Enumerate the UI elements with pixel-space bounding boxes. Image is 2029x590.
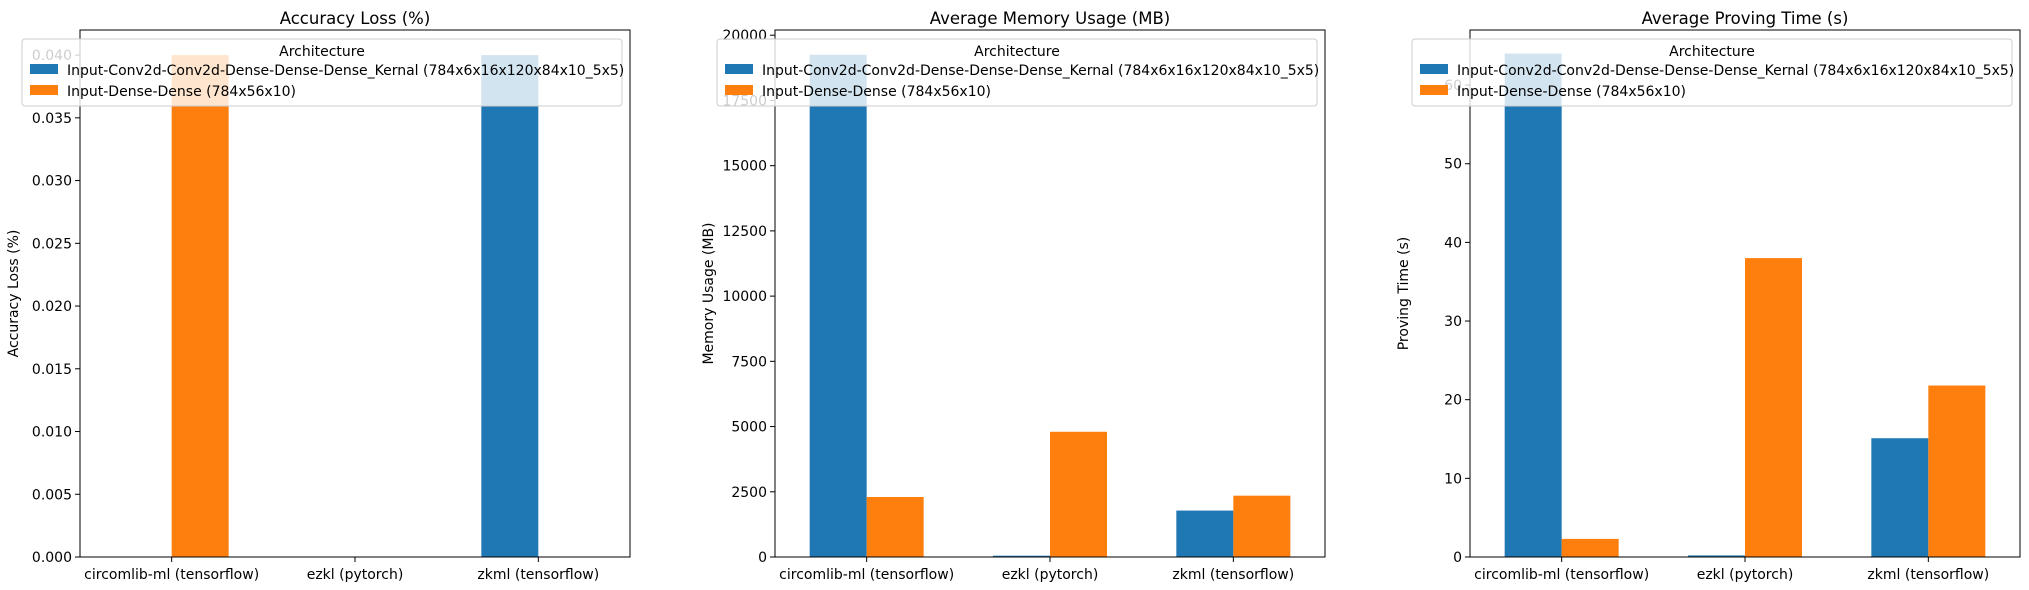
legend-swatch xyxy=(1420,64,1448,74)
y-tick-label: 0.000 xyxy=(32,550,72,566)
chart-panel-1: 0.000 0.005 0.010 0.015 0.020 0.025 0.030 0.035… xyxy=(6,9,631,583)
plot-area xyxy=(80,30,630,557)
y-tick-label: 5000 xyxy=(731,420,767,436)
legend-title: Architecture xyxy=(974,44,1060,60)
bar-zkml-series-2 xyxy=(1928,385,1986,557)
bar-circomlib-ml-series-1 xyxy=(1504,53,1562,557)
y-axis-label: Accuracy Loss (%) xyxy=(6,230,22,358)
legend-swatch xyxy=(725,85,753,95)
y-tick-label: 40 xyxy=(1444,235,1462,251)
y-tick-label: 0.020 xyxy=(32,299,72,315)
bar-zkml-series-1 xyxy=(1871,438,1929,557)
y-axis-label: Memory Usage (MB) xyxy=(701,222,717,364)
legend-entry: Input-Dense-Dense (784x56x10) xyxy=(1457,84,1686,100)
y-tick-label: 12500 xyxy=(722,224,767,240)
y-tick-label: 20 xyxy=(1444,393,1462,409)
y-axis-label: Proving Time (s) xyxy=(1396,237,1412,351)
y-tick-label: 0.005 xyxy=(32,487,72,503)
legend-swatch xyxy=(725,64,753,74)
bar-circomlib-ml-series-2 xyxy=(171,55,229,557)
legend: Architecture Input-Conv2d-Conv2d-Dense-De… xyxy=(1411,38,2014,107)
legend-swatch xyxy=(1420,85,1448,95)
y-tick-label: 0.030 xyxy=(32,174,72,190)
x-tick-label: circomlib-ml (tensorflow) xyxy=(779,567,954,583)
y-tick-label: 0.035 xyxy=(32,111,72,127)
x-tick-label: ezkl (pytorch) xyxy=(1697,567,1794,583)
bar-ezkl-series-1 xyxy=(993,555,1050,557)
x-tick-label: ezkl (pytorch) xyxy=(307,567,404,583)
x-tick-label: ezkl (pytorch) xyxy=(1002,567,1099,583)
y-tick-label: 0.025 xyxy=(32,236,72,252)
chart-panel-2: 02500500075001000012500150001750020000ci… xyxy=(701,9,1326,583)
bar-ezkl-series-2 xyxy=(1745,258,1802,557)
legend-swatch xyxy=(30,85,58,95)
y-tick-label: 0.015 xyxy=(32,362,72,378)
bar-zkml-series-1 xyxy=(481,55,539,557)
bar-zkml-series-2 xyxy=(1233,495,1291,557)
legend-title: Architecture xyxy=(1669,44,1755,60)
legend-title: Architecture xyxy=(279,44,365,60)
legend-entry: Input-Conv2d-Conv2d-Dense-Dense-Dense_Ke… xyxy=(67,63,624,79)
chart-title: Average Memory Usage (MB) xyxy=(930,9,1170,28)
legend-entry: Input-Conv2d-Conv2d-Dense-Dense-Dense_Ke… xyxy=(1457,63,2014,79)
legend-entry: Input-Dense-Dense (784x56x10) xyxy=(762,84,991,100)
legend-entry: Input-Conv2d-Conv2d-Dense-Dense-Dense_Ke… xyxy=(762,63,1319,79)
legend: Architecture Input-Conv2d-Conv2d-Dense-De… xyxy=(716,38,1319,107)
y-tick-label: 10000 xyxy=(722,289,767,305)
bar-circomlib-ml-series-1 xyxy=(809,54,867,557)
legend-entry: Input-Dense-Dense (784x56x10) xyxy=(67,84,296,100)
y-tick-label: 0.010 xyxy=(32,425,72,441)
y-tick-label: 0 xyxy=(758,550,767,566)
x-tick-label: circomlib-ml (tensorflow) xyxy=(84,567,259,583)
y-tick-label: 30 xyxy=(1444,314,1462,330)
bar-ezkl-series-1 xyxy=(1688,555,1745,557)
x-tick-label: zkml (tensorflow) xyxy=(477,567,599,583)
bar-circomlib-ml-series-2 xyxy=(866,496,924,557)
legend-swatch xyxy=(30,64,58,74)
legend-box xyxy=(1411,38,2013,107)
y-tick-label: 10 xyxy=(1444,471,1462,487)
y-tick-label: 15000 xyxy=(722,159,767,175)
x-tick-label: zkml (tensorflow) xyxy=(1867,567,1989,583)
bar-circomlib-ml-series-2 xyxy=(1561,538,1619,557)
bar-ezkl-series-2 xyxy=(1050,431,1107,557)
bar-zkml-series-1 xyxy=(1176,510,1234,557)
x-tick-label: zkml (tensorflow) xyxy=(1172,567,1294,583)
y-tick-label: 0 xyxy=(1453,550,1462,566)
y-tick-label: 7500 xyxy=(731,354,767,370)
y-tick-label: 50 xyxy=(1444,157,1462,173)
legend-box xyxy=(716,38,1318,107)
chart-panel-3: 0102030405060circomlib-ml (tensorflow)ez… xyxy=(1396,9,2021,583)
legend-box xyxy=(21,38,623,107)
legend: Architecture Input-Conv2d-Conv2d-Dense-De… xyxy=(21,38,624,107)
y-tick-label: 2500 xyxy=(731,485,767,501)
chart-title: Accuracy Loss (%) xyxy=(280,9,431,28)
x-tick-label: circomlib-ml (tensorflow) xyxy=(1474,567,1649,583)
chart-title: Average Proving Time (s) xyxy=(1642,9,1849,28)
